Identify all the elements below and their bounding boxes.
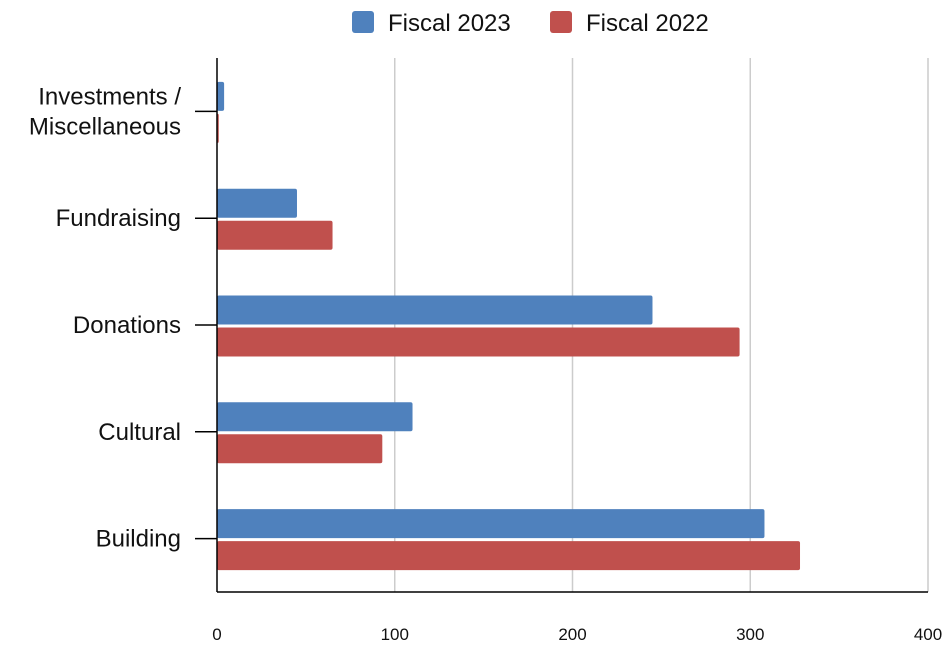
x-tick-label: 0: [212, 625, 221, 644]
bars: [217, 81, 801, 571]
legend-swatch-fiscal-2022: [550, 11, 572, 33]
legend-label: Fiscal 2022: [586, 10, 709, 37]
bar-fiscal-2023: [217, 295, 653, 325]
x-tick-label: 200: [558, 625, 586, 644]
bar-fiscal-2023: [217, 509, 765, 539]
category-label: Donations: [73, 312, 181, 339]
category-label: Fundraising: [56, 205, 181, 232]
gridlines: [394, 58, 929, 592]
category-label: Building: [96, 526, 181, 553]
x-tick-label: 400: [914, 625, 942, 644]
legend-swatch-fiscal-2023: [352, 11, 374, 33]
legend-label: Fiscal 2023: [388, 10, 511, 37]
bar-fiscal-2023: [217, 188, 297, 218]
category-labels: Investments / Miscellaneous Fundraising Don…: [29, 83, 181, 552]
category-label: Cultural: [98, 419, 181, 446]
category-label: Investments / Miscellaneous: [29, 83, 181, 140]
bar-fiscal-2022: [217, 434, 383, 464]
bar-fiscal-2022: [217, 541, 801, 571]
bar-fiscal-2023: [217, 402, 413, 432]
x-tick-label: 300: [736, 625, 764, 644]
x-tick-label: 100: [381, 625, 409, 644]
bar-fiscal-2022: [217, 220, 333, 250]
bar-fiscal-2022: [217, 327, 740, 357]
legend: Fiscal 2023 Fiscal 2022: [352, 10, 709, 37]
tick-labels: 0 100 200 300 400: [212, 625, 942, 644]
bar-fiscal-2023: [217, 81, 225, 111]
axes: [195, 58, 928, 593]
